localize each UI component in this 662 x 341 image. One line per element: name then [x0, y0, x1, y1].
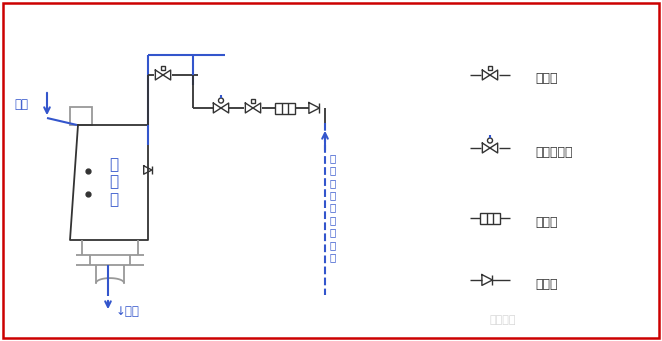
Circle shape [487, 138, 493, 143]
Bar [487, 66, 493, 70]
Text: 来
自
冷
凝
器
或
贮
液
器: 来 自 冷 凝 器 或 贮 液 器 [330, 153, 336, 262]
Bar [275, 103, 295, 114]
Bar [160, 66, 166, 70]
Text: 制冷百科: 制冷百科 [490, 315, 516, 325]
Text: ↓排气: ↓排气 [116, 305, 140, 318]
Text: 电磁阀: 电磁阀 [535, 73, 557, 86]
Text: 高温膨胀阀: 高温膨胀阀 [535, 146, 573, 159]
Bar [70, 107, 92, 125]
Bar [250, 99, 256, 103]
Circle shape [218, 98, 224, 103]
Text: 压
缩
机: 压 缩 机 [109, 157, 118, 207]
Text: 过滤器: 过滤器 [535, 216, 557, 228]
Text: 吸气: 吸气 [14, 99, 28, 112]
Bar [480, 212, 500, 223]
Text: 单向阀: 单向阀 [535, 278, 557, 291]
